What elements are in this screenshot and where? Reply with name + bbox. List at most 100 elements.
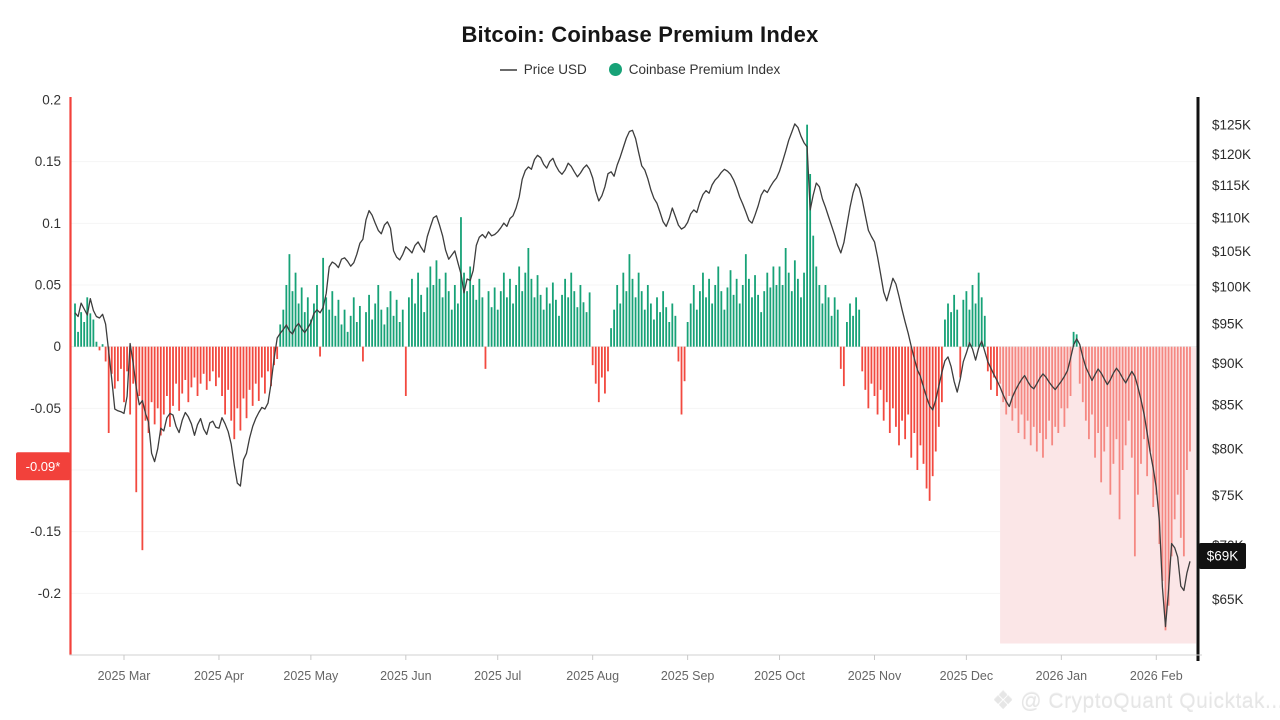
premium-bar xyxy=(358,305,361,347)
premium-bar xyxy=(1078,346,1081,384)
premium-bar xyxy=(607,346,609,372)
premium-bar xyxy=(230,346,233,421)
premium-bar xyxy=(744,254,747,347)
premium-bar xyxy=(487,291,490,347)
premium-bar xyxy=(600,346,603,378)
premium-bar xyxy=(555,299,557,347)
legend-item-coinbase-premium-index[interactable]: Coinbase Premium Index xyxy=(608,62,780,77)
premium-bar xyxy=(677,346,680,362)
premium-bar xyxy=(165,346,168,396)
premium-bar xyxy=(322,257,325,347)
premium-bar xyxy=(839,346,842,369)
premium-bar xyxy=(729,270,732,347)
x-axis-tick-label: 2025 Oct xyxy=(754,669,805,683)
premium-bar xyxy=(162,346,165,415)
right-axis-tick-label: $95K xyxy=(1212,317,1244,332)
premium-bar xyxy=(1014,346,1017,409)
premium-bar xyxy=(1115,346,1118,440)
premium-bar xyxy=(346,331,349,347)
premium-bar xyxy=(392,315,395,347)
premium-bar xyxy=(726,287,729,347)
premium-bar xyxy=(1075,334,1078,347)
premium-bar xyxy=(401,309,404,347)
premium-bar xyxy=(956,309,959,347)
premium-bar xyxy=(1045,346,1047,440)
premium-bar xyxy=(836,309,839,347)
premium-bar xyxy=(806,124,809,347)
right-axis-tick-label: $110K xyxy=(1212,210,1250,225)
premium-bar xyxy=(1155,346,1158,495)
premium-bar xyxy=(129,346,132,415)
premium-bar xyxy=(407,297,410,347)
premium-bar xyxy=(306,297,309,347)
premium-bar xyxy=(891,346,894,409)
premium-bar xyxy=(913,346,916,433)
legend-item-price-usd[interactable]: Price USD xyxy=(499,62,587,77)
premium-bar xyxy=(1017,346,1020,433)
premium-bar xyxy=(313,303,315,347)
premium-bar xyxy=(723,309,726,347)
premium-bar xyxy=(1069,346,1072,396)
premium-bar xyxy=(1081,346,1084,403)
premium-bar xyxy=(456,303,459,347)
premium-bar xyxy=(260,346,263,378)
dot-swatch-icon xyxy=(608,63,622,76)
premium-bar xyxy=(1011,346,1014,421)
chart-plot-area[interactable] xyxy=(72,97,1198,655)
premium-bar xyxy=(576,307,579,347)
premium-bar xyxy=(533,297,536,347)
premium-bar xyxy=(147,346,150,433)
premium-bar xyxy=(389,291,392,347)
right-axis-value-badge-label: $69K xyxy=(1207,549,1239,564)
premium-bar xyxy=(95,341,98,347)
left-axis-tick-label: 0.2 xyxy=(42,93,61,108)
premium-bar xyxy=(653,319,655,347)
left-axis-value-badge xyxy=(16,452,70,481)
premium-bar xyxy=(631,278,634,347)
premium-bar xyxy=(714,285,717,347)
premium-bar xyxy=(1121,346,1124,470)
premium-bar xyxy=(567,297,570,347)
premium-bar xyxy=(303,312,306,347)
premium-bar xyxy=(1189,346,1191,452)
premium-bar xyxy=(904,346,907,440)
premium-bar xyxy=(1026,346,1029,421)
premium-bar xyxy=(824,285,827,347)
premium-bar xyxy=(637,272,640,347)
premium-bar xyxy=(144,346,147,421)
premium-bar xyxy=(898,346,900,446)
premium-bar xyxy=(1051,346,1054,446)
left-axis-tick-label: 0.15 xyxy=(35,154,61,169)
premium-bar xyxy=(643,309,646,347)
premium-bar xyxy=(705,297,707,347)
premium-bar xyxy=(1152,346,1155,507)
premium-bar xyxy=(444,272,447,347)
premium-bar xyxy=(983,315,986,347)
premium-bar xyxy=(812,235,815,347)
premium-bar xyxy=(867,346,870,409)
premium-bar xyxy=(986,346,989,372)
premium-bar xyxy=(711,303,714,347)
premium-bar xyxy=(1109,346,1112,495)
premium-bar xyxy=(499,291,502,347)
premium-bar xyxy=(74,303,76,347)
x-axis-tick-label: 2025 May xyxy=(283,669,339,683)
premium-bar xyxy=(334,315,337,347)
premium-bar xyxy=(787,272,790,347)
premium-bar xyxy=(309,319,312,347)
premium-bar xyxy=(579,285,582,347)
premium-bar xyxy=(1118,346,1121,520)
premium-bar xyxy=(993,346,995,378)
premium-bar xyxy=(708,278,710,347)
premium-bar xyxy=(1127,346,1130,421)
premium-bar xyxy=(689,303,692,347)
premium-bar xyxy=(355,322,358,347)
chart-legend: Price USD Coinbase Premium Index xyxy=(0,62,1280,77)
premium-bar xyxy=(481,297,484,347)
premium-bar xyxy=(126,346,128,372)
premium-bar xyxy=(953,294,956,347)
premium-bar xyxy=(371,319,374,347)
premium-bar xyxy=(1186,346,1188,470)
